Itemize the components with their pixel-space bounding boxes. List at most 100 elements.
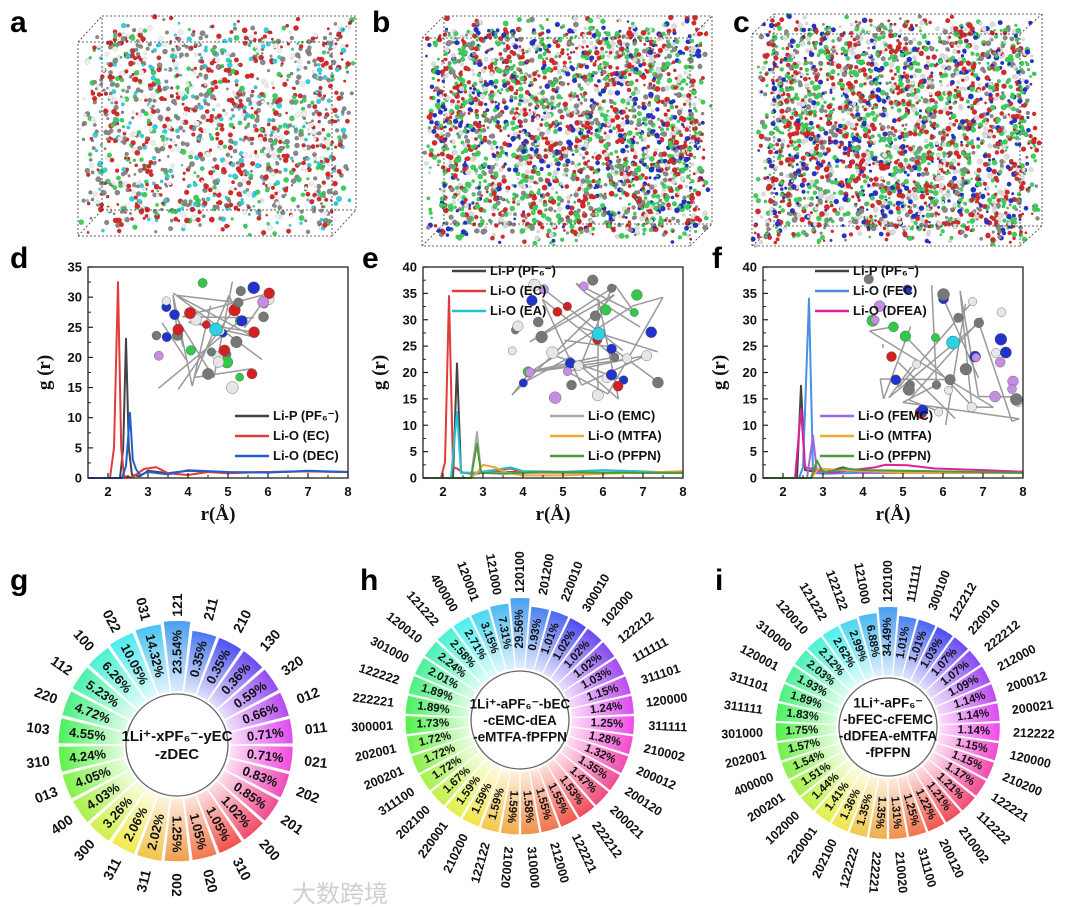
radial-bar xyxy=(534,610,569,673)
atom xyxy=(197,278,208,288)
atom xyxy=(996,307,1007,317)
radial-bar xyxy=(937,734,999,761)
category-label: 122212 xyxy=(615,609,656,646)
atom xyxy=(226,381,239,394)
x-tick-label: 5 xyxy=(224,484,231,499)
bar-value-label: 1.24% xyxy=(589,700,623,716)
category-label: 200201 xyxy=(362,764,406,793)
category-label: 112 xyxy=(48,652,76,678)
panel-letter-g: g xyxy=(10,564,28,597)
atom xyxy=(233,297,244,308)
radial-bar xyxy=(840,618,874,680)
legend-label: Li-O (EMC) xyxy=(588,408,655,423)
atom xyxy=(538,284,549,295)
category-label: 120001 xyxy=(738,642,781,674)
y-tick-label: 40 xyxy=(403,260,417,275)
bond xyxy=(902,384,937,404)
bar-value-label: 1.59% xyxy=(505,790,520,824)
category-label: 311111 xyxy=(648,719,688,735)
radial-bar xyxy=(111,789,158,854)
category-label: 300100 xyxy=(925,568,953,612)
radial-bar-chart-h: 29.56%1201000.93%2012001.01%2200101.02%3… xyxy=(351,551,688,889)
y-tick-label: 10 xyxy=(743,418,757,433)
radial-bar xyxy=(405,695,470,718)
bond xyxy=(543,288,624,352)
center-formula-label: 1Li⁺-xPF₆⁻-yEC xyxy=(122,728,233,745)
atom xyxy=(944,374,956,386)
atom xyxy=(185,345,196,356)
y-tick-label: 5 xyxy=(75,440,82,455)
bar-value-label: 1.14% xyxy=(957,724,990,737)
series-line-li-o-fec- xyxy=(763,297,1023,479)
atom xyxy=(263,287,275,299)
category-label: 222221 xyxy=(352,690,395,709)
atom xyxy=(258,311,269,323)
series-line-li-o-dec- xyxy=(88,411,349,479)
radial-bar xyxy=(778,683,840,715)
radial-bar xyxy=(922,759,975,811)
y-tick-label: 30 xyxy=(403,312,417,327)
category-label: 012 xyxy=(294,684,322,707)
radial-bar xyxy=(411,736,474,774)
atom xyxy=(153,350,164,361)
atom xyxy=(934,407,944,417)
bond xyxy=(944,303,967,426)
radial-bar xyxy=(781,743,842,780)
category-label: 210 xyxy=(230,607,255,635)
atom xyxy=(151,330,162,341)
radial-bar xyxy=(822,625,865,685)
box-edge xyxy=(1019,225,1043,247)
charts: Li-P (PF₆⁻)Li-O (EC)Li-O (DEC)0510152025… xyxy=(25,260,1055,897)
center-formula-label: -fPFPN xyxy=(866,745,911,760)
atom xyxy=(202,368,214,380)
box-edge xyxy=(77,209,103,237)
series-line-li-o-pfpn- xyxy=(423,442,683,479)
atom xyxy=(968,297,978,307)
bond xyxy=(978,322,1013,422)
center-formula-label: -dDFEA-eMTFA xyxy=(839,728,937,743)
category-label: 011 xyxy=(304,719,329,738)
radial-bar xyxy=(164,798,190,862)
atom xyxy=(917,404,929,416)
atom xyxy=(966,402,977,413)
atom xyxy=(236,315,248,327)
radial-bar xyxy=(424,641,483,691)
atom xyxy=(202,320,211,329)
bond xyxy=(541,298,583,386)
category-label: 211 xyxy=(200,596,221,622)
box-edge xyxy=(331,209,357,237)
bar-value-label: 0.71% xyxy=(246,725,285,744)
radial-bar xyxy=(831,771,870,832)
bond xyxy=(904,335,974,408)
atom xyxy=(212,356,225,368)
radial-bar xyxy=(554,752,609,806)
atom xyxy=(612,380,624,392)
y-tick-label: 15 xyxy=(68,380,82,395)
radial-bar xyxy=(208,781,263,840)
category-label: 210020 xyxy=(892,851,910,894)
legend-label: Li-P (PF₆⁻) xyxy=(273,408,339,423)
atom xyxy=(573,360,584,371)
radial-bar xyxy=(794,650,851,698)
bond xyxy=(527,356,598,373)
x-tick-label: 7 xyxy=(304,484,311,499)
radial-bar xyxy=(869,778,888,839)
category-label: 301000 xyxy=(368,634,411,666)
category-label: 002 xyxy=(169,873,185,897)
y-axis-title: g (r) xyxy=(709,355,730,390)
atom xyxy=(631,289,643,301)
y-tick-label: 20 xyxy=(403,365,417,380)
radial-bar xyxy=(196,637,242,701)
bond xyxy=(172,292,255,338)
radial-bar xyxy=(897,775,927,837)
atom xyxy=(546,346,559,359)
radial-bar xyxy=(571,716,635,735)
category-label: 100 xyxy=(70,626,98,654)
lithium-ion xyxy=(209,322,223,337)
atom xyxy=(886,351,897,362)
category-label: 311 xyxy=(100,855,125,883)
atom xyxy=(973,317,984,328)
radial-bar xyxy=(217,669,279,720)
legend-label: Li-O (EC) xyxy=(273,428,329,443)
radial-bar xyxy=(568,676,631,708)
